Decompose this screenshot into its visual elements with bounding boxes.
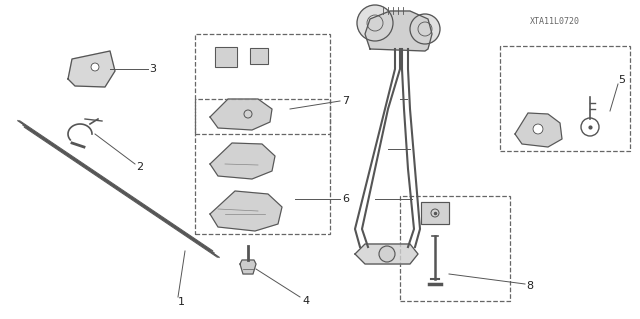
Bar xyxy=(250,48,268,64)
Polygon shape xyxy=(210,191,282,231)
Bar xyxy=(400,196,510,301)
Polygon shape xyxy=(240,260,256,274)
Circle shape xyxy=(357,5,393,41)
Circle shape xyxy=(533,124,543,134)
Bar xyxy=(421,202,449,224)
Text: 6: 6 xyxy=(342,194,349,204)
Polygon shape xyxy=(365,11,432,51)
Text: XTA11L0720: XTA11L0720 xyxy=(530,17,580,26)
Polygon shape xyxy=(210,143,275,179)
Circle shape xyxy=(379,246,395,262)
Bar xyxy=(500,46,630,151)
Bar xyxy=(421,202,449,224)
Polygon shape xyxy=(355,244,418,264)
Bar xyxy=(215,47,237,67)
Text: 4: 4 xyxy=(303,296,310,306)
Polygon shape xyxy=(210,99,272,130)
Text: 5: 5 xyxy=(618,75,625,85)
Text: 2: 2 xyxy=(136,162,143,172)
Text: 3: 3 xyxy=(150,64,157,74)
Text: 8: 8 xyxy=(527,281,534,291)
Bar xyxy=(195,34,330,134)
Circle shape xyxy=(410,14,440,44)
Text: 1: 1 xyxy=(177,297,184,307)
Bar xyxy=(250,48,268,64)
Polygon shape xyxy=(515,113,562,147)
Polygon shape xyxy=(68,51,115,87)
Circle shape xyxy=(91,63,99,71)
Bar xyxy=(215,47,237,67)
Bar xyxy=(195,99,330,234)
Text: 7: 7 xyxy=(342,96,349,106)
